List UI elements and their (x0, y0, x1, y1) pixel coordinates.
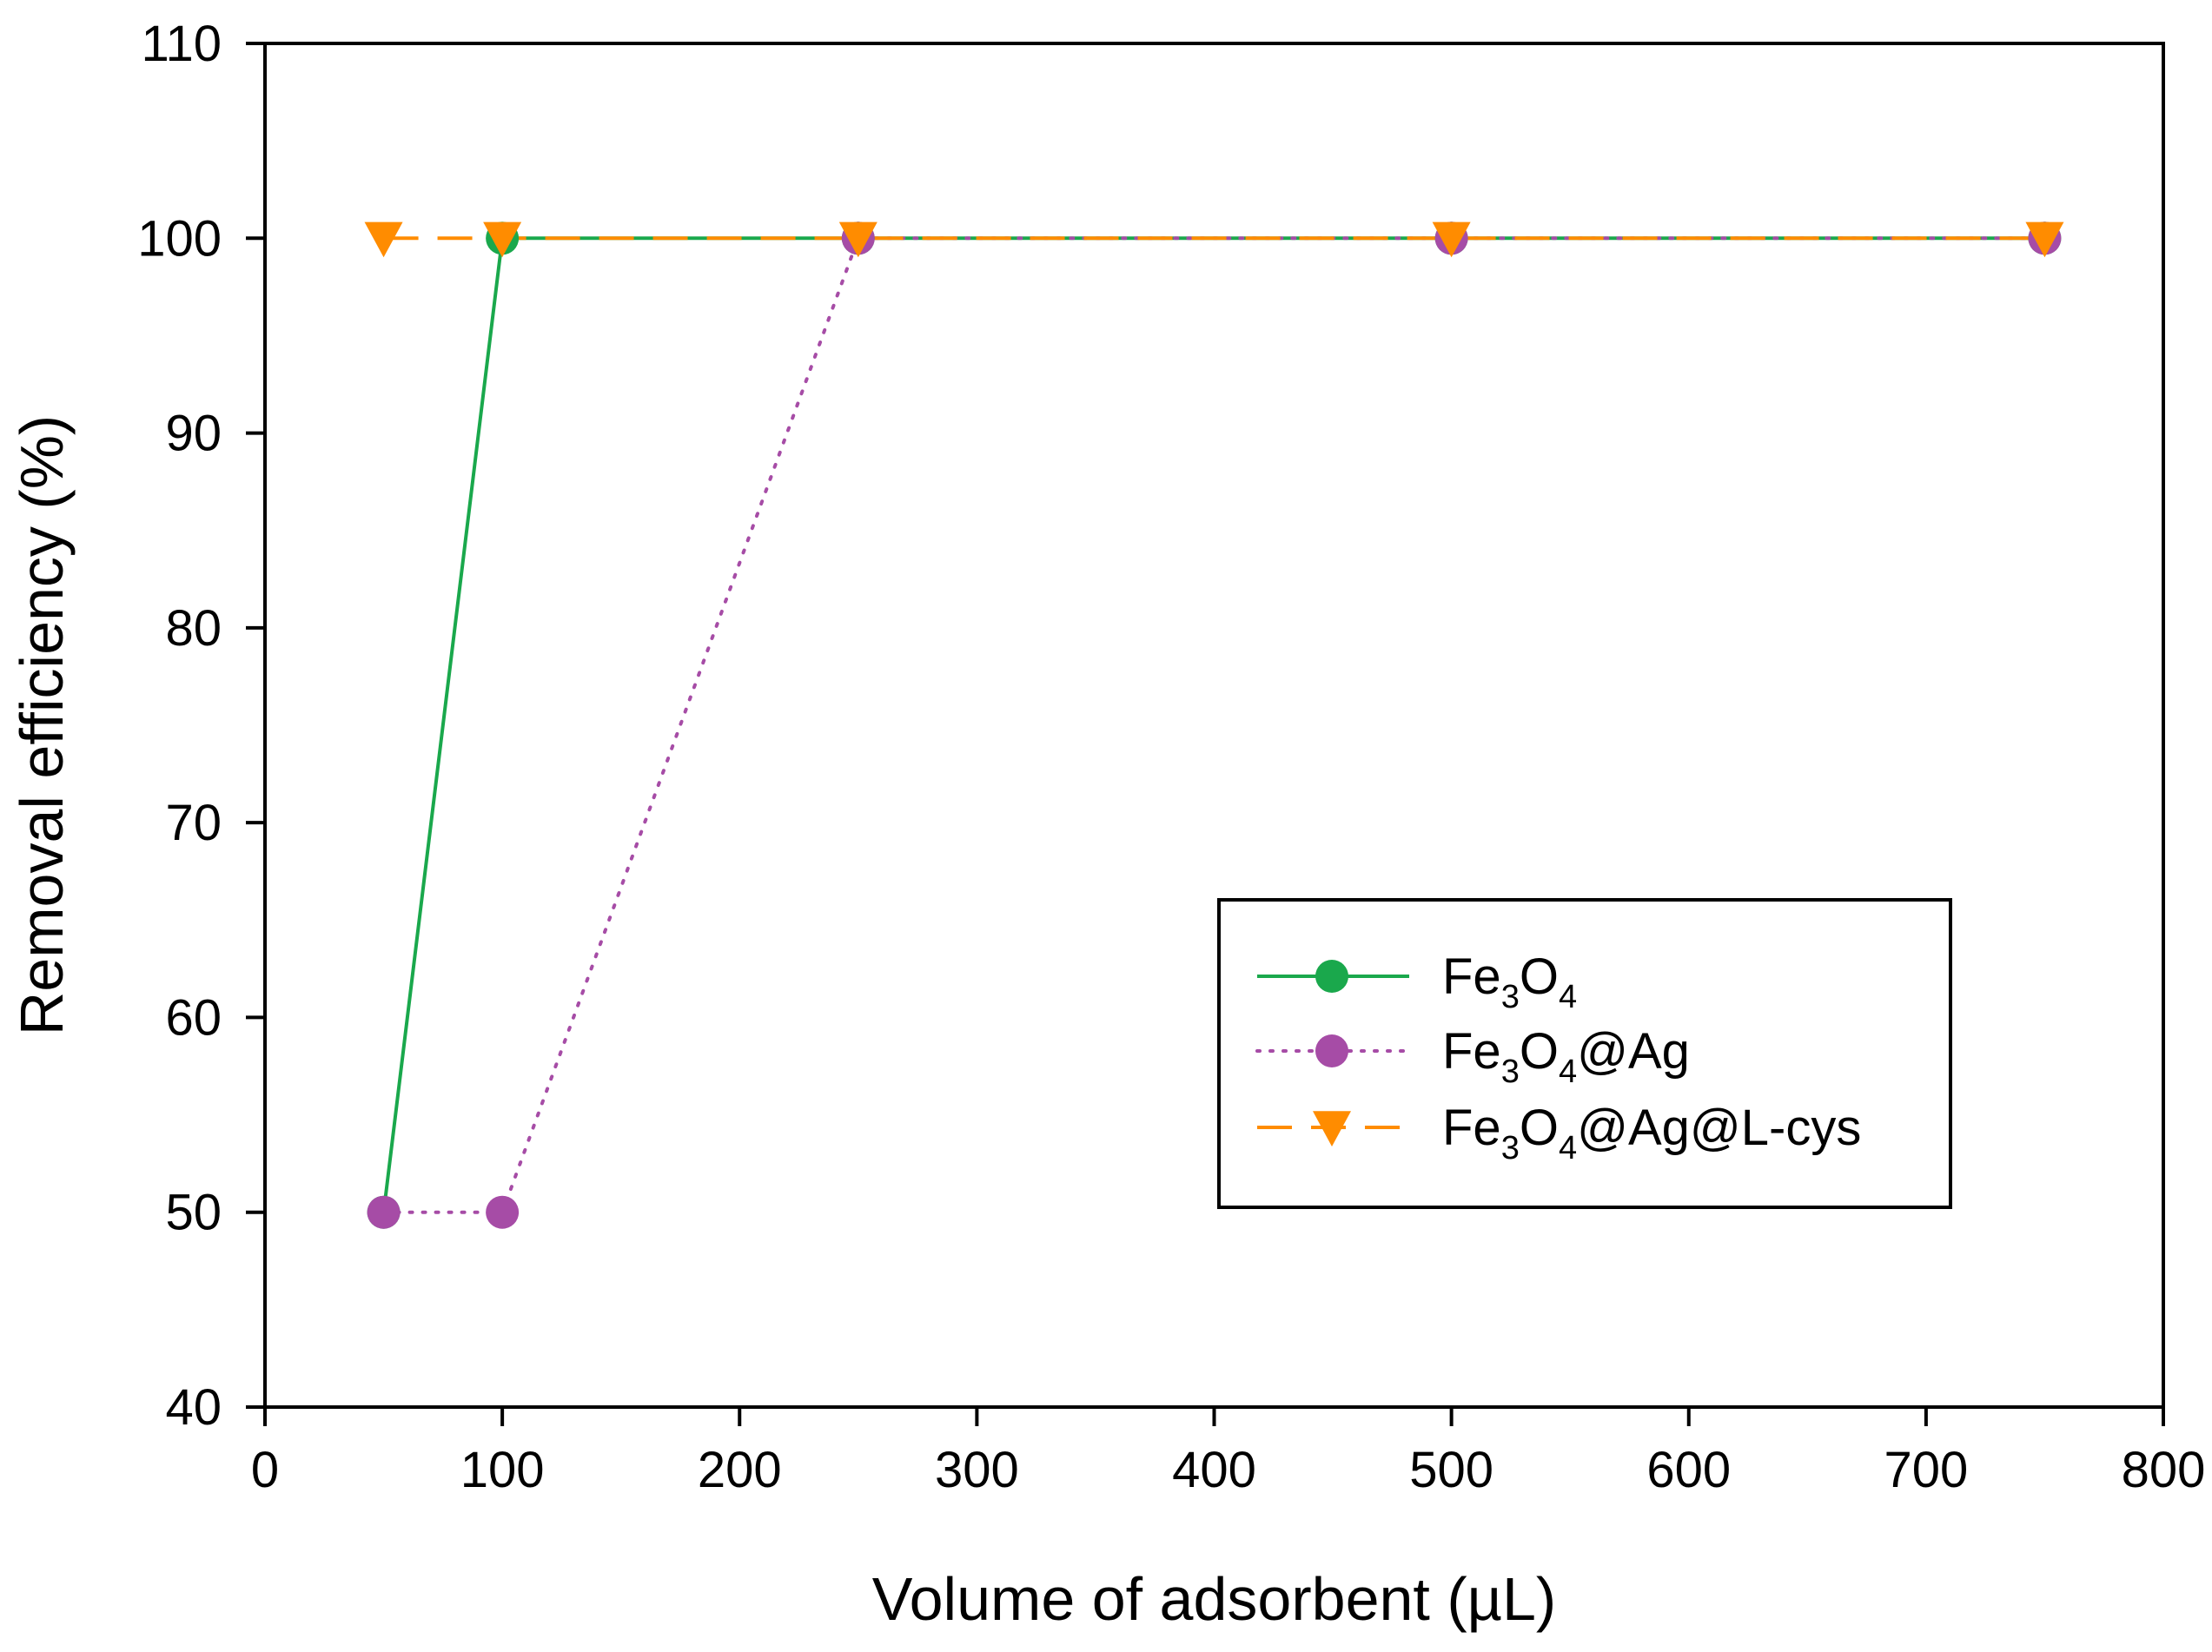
legend-label-part: @Ag@L-cys (1577, 1100, 1861, 1156)
legend-label-part: 4 (1559, 1130, 1577, 1166)
legend-label-part: Fe (1442, 1100, 1501, 1156)
legend-label-part: O (1520, 1023, 1559, 1080)
chart: 0 100 200 300 400 500 600 700 800 40 50 60 70 80 90 10… (0, 0, 2212, 1652)
legend-label-part: 3 (1501, 979, 1520, 1015)
y-tick-label: 50 (165, 1185, 222, 1241)
legend-label-part: 4 (1559, 1054, 1577, 1090)
y-tick-label: 60 (165, 989, 222, 1046)
legend-marker-1 (1315, 960, 1348, 993)
x-tick-label: 800 (2122, 1442, 2206, 1498)
series-2-point (368, 1196, 401, 1229)
y-tick-label: 40 (165, 1379, 222, 1436)
y-axis-title: Removal efficiency (%) (8, 415, 76, 1036)
x-tick-label: 600 (1646, 1442, 1731, 1498)
x-tick-label: 700 (1884, 1442, 1968, 1498)
x-tick-label: 100 (460, 1442, 545, 1498)
x-tick-label: 300 (935, 1442, 1019, 1498)
x-axis-title: Volume of adsorbent (µL) (872, 1565, 1556, 1633)
legend-label-part: 3 (1501, 1054, 1520, 1090)
legend-label-part: Fe (1442, 1023, 1501, 1080)
legend-label-part: O (1520, 948, 1559, 1005)
legend-label-part: @Ag (1577, 1023, 1690, 1080)
legend-label-part: Fe (1442, 948, 1501, 1005)
legend-label-part: 4 (1559, 979, 1577, 1015)
y-tick-label: 70 (165, 795, 222, 851)
series-2-point (486, 1196, 519, 1229)
chart-background (0, 0, 2212, 1652)
x-tick-label: 400 (1172, 1442, 1256, 1498)
x-tick-label: 500 (1409, 1442, 1493, 1498)
x-tick-label: 0 (251, 1442, 279, 1498)
y-tick-label: 100 (137, 210, 222, 267)
legend-label-part: 3 (1501, 1130, 1520, 1166)
y-tick-label: 110 (142, 16, 222, 72)
y-tick-label: 90 (165, 406, 222, 462)
y-tick-label: 80 (165, 600, 222, 657)
legend-label-part: O (1520, 1100, 1559, 1156)
x-tick-label: 200 (698, 1442, 782, 1498)
legend-marker-2 (1315, 1034, 1348, 1067)
